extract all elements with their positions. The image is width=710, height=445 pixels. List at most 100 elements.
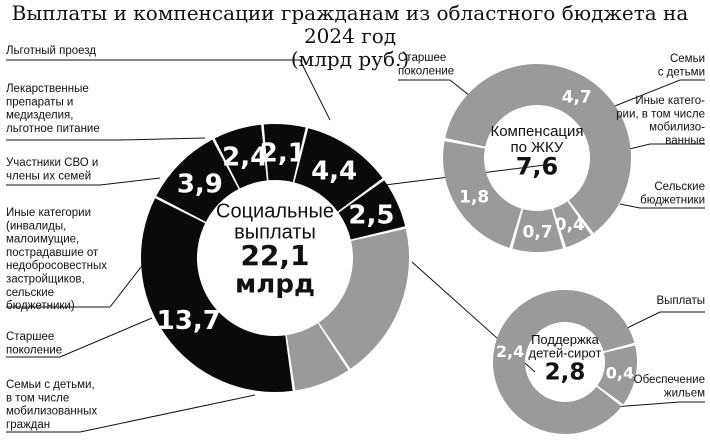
category-label-line: пострадавшие от: [6, 247, 99, 259]
category-labels: Льготный проезд Семьи с детьми, в том числ…: [6, 45, 705, 431]
donut-slice-zhku-2: [443, 141, 522, 248]
center-unit-social: млрд: [235, 269, 315, 299]
category-label-line: медизделия,: [6, 110, 73, 122]
donut-slice-social-3: [141, 198, 293, 392]
center-total-orphans: 2,8: [545, 360, 586, 386]
category-label-zhku-0: Семьи с детьми: [658, 53, 705, 78]
category-label-social-7: Лекарственные препараты и медизделия, льгот…: [6, 83, 100, 135]
donut-slice-social-1: [318, 228, 409, 369]
slice-value-social-5: 2,4: [222, 143, 268, 173]
donut-slice-social-5: [214, 124, 267, 189]
leader-line-zhku-1: [624, 143, 705, 151]
category-label-line: Участники СВО и: [6, 157, 98, 169]
category-label-line: льготное питание: [6, 123, 100, 135]
slice-value-zhku-3: 4,7: [562, 87, 592, 107]
leader-line-social-0: [6, 59, 331, 121]
center-title-orphans: детей-сирот: [529, 346, 602, 361]
category-label-line: (инвалиды,: [6, 220, 66, 232]
category-label-line: Иные категории: [6, 207, 91, 219]
category-label-line: мобилизованных: [6, 406, 97, 418]
category-label-line: Семьи: [670, 53, 705, 65]
donut-slice-social-7: [294, 128, 383, 212]
slice-value-orphans-0: 0,4: [606, 364, 634, 383]
category-label-line: Старшее: [6, 331, 54, 343]
category-label-social-6: Участники СВО и члены их семей: [6, 157, 98, 182]
donut-slice-zhku-1: [512, 208, 563, 253]
center-title-zhku: Компенсация: [490, 123, 583, 140]
category-label-line: бюджетники: [640, 194, 705, 206]
category-label-line: Обеспечение: [634, 374, 705, 386]
category-label-line: малоимущие,: [6, 234, 79, 246]
slice-value-orphans-1: 2,4: [496, 342, 524, 361]
subtitle-line: (млрд руб.): [290, 47, 410, 71]
category-label-line: Иные катего-: [635, 95, 705, 107]
center-title-orphans: Поддержка: [531, 332, 600, 347]
slice-value-social-4: 3,9: [177, 170, 223, 200]
category-label-line: бюджетники): [6, 300, 75, 312]
donut-social: 2,5 13,7 3,92,42,14,4 Социальныевыплаты22,1…: [141, 124, 409, 392]
category-label-line: мобилизо-: [649, 122, 705, 134]
leader-line-zhku-2: [619, 203, 705, 209]
leader-line-zhku-0: [599, 79, 705, 113]
leader-line-social-3: [6, 394, 256, 433]
donut-slice-social-4: [156, 139, 239, 222]
category-label-social-5: Иные категории (инвалиды, малоимущие, постр…: [6, 207, 107, 312]
donut-rings: 2,513,73,92,42,14,4Социальныевыплаты22,1…: [141, 63, 637, 434]
category-label-line: застройщиков,: [6, 274, 85, 286]
leader-line-orphans-0: [622, 311, 705, 331]
center-title-social: выплаты: [234, 222, 316, 244]
category-label-line: в том числе: [6, 392, 69, 404]
category-label-orphans-1: Обеспечение жильем: [634, 374, 705, 399]
slice-value-zhku-1: 0,7: [523, 223, 553, 243]
slice-value-zhku-2: 1,8: [459, 187, 489, 207]
title-line: Выплаты и компенсации гражданам из облас…: [11, 1, 689, 48]
donut-slice-orphans-0: [597, 345, 637, 405]
leader-line-social-5: [6, 257, 149, 308]
category-label-zhku-2: Сельские бюджетники: [640, 181, 705, 206]
slice-value-social-3: 13,7: [157, 306, 221, 336]
donut-slice-social-2: [286, 323, 349, 391]
category-label-line: Семьи с детьми,: [6, 379, 95, 391]
category-label-orphans-0: Выплаты: [656, 295, 705, 307]
category-label-line: поколение: [6, 344, 62, 356]
category-label-zhku-3: Старшее поколение: [398, 52, 454, 77]
slice-value-social-6: 2,1: [260, 139, 306, 169]
category-label-line: Сельские: [654, 181, 705, 193]
category-label-line: поколение: [398, 65, 454, 77]
category-label-line: рии, в том числе: [616, 108, 705, 120]
category-label-social-0: Льготный проезд: [6, 45, 96, 57]
chart-title: Выплаты и компенсации гражданам из облас…: [0, 2, 700, 71]
category-label-social-3: Семьи с детьми, в том числе мобилизованных…: [6, 379, 97, 431]
category-label-line: члены их семей: [6, 170, 91, 182]
category-label-line: ванные: [665, 135, 705, 147]
donut-slice-zhku-3: [445, 63, 631, 234]
slice-value-social-0: 2,5: [348, 200, 394, 230]
slice-value-zhku-0: 0,4: [555, 215, 585, 235]
donut-slice-zhku-0: [553, 201, 591, 248]
category-label-zhku-1: Иные катего-рии, в том числе мобилизо-ван…: [616, 95, 705, 147]
center-title-zhku: по ЖКУ: [511, 139, 564, 156]
donut-slice-social-0: [338, 180, 406, 240]
category-label-line: Выплаты: [656, 295, 705, 307]
leader-line-social-6: [6, 177, 161, 186]
category-label-line: Льготный проезд: [6, 45, 96, 57]
donut-slice-social-6: [263, 124, 306, 183]
category-label-line: препараты и: [6, 96, 73, 108]
category-label-line: граждан: [6, 419, 50, 431]
category-label-line: Лекарственные: [6, 83, 89, 95]
center-total-zhku: 7,6: [516, 153, 559, 181]
center-total-social: 22,1: [240, 239, 309, 272]
category-label-line: сельские: [6, 287, 54, 299]
category-label-line: Старшее: [398, 52, 446, 64]
category-label-social-4: Старшее поколение: [6, 331, 62, 356]
donut-slice-orphans-1: [493, 289, 635, 434]
category-label-line: жильем: [664, 387, 705, 399]
leader-line-zhku-3: [398, 79, 471, 97]
slice-value-social-7: 4,4: [311, 156, 357, 186]
center-title-social: Социальные: [216, 201, 334, 223]
category-label-line: с детьми: [658, 66, 705, 78]
category-label-line: недобросовестных: [6, 260, 107, 272]
